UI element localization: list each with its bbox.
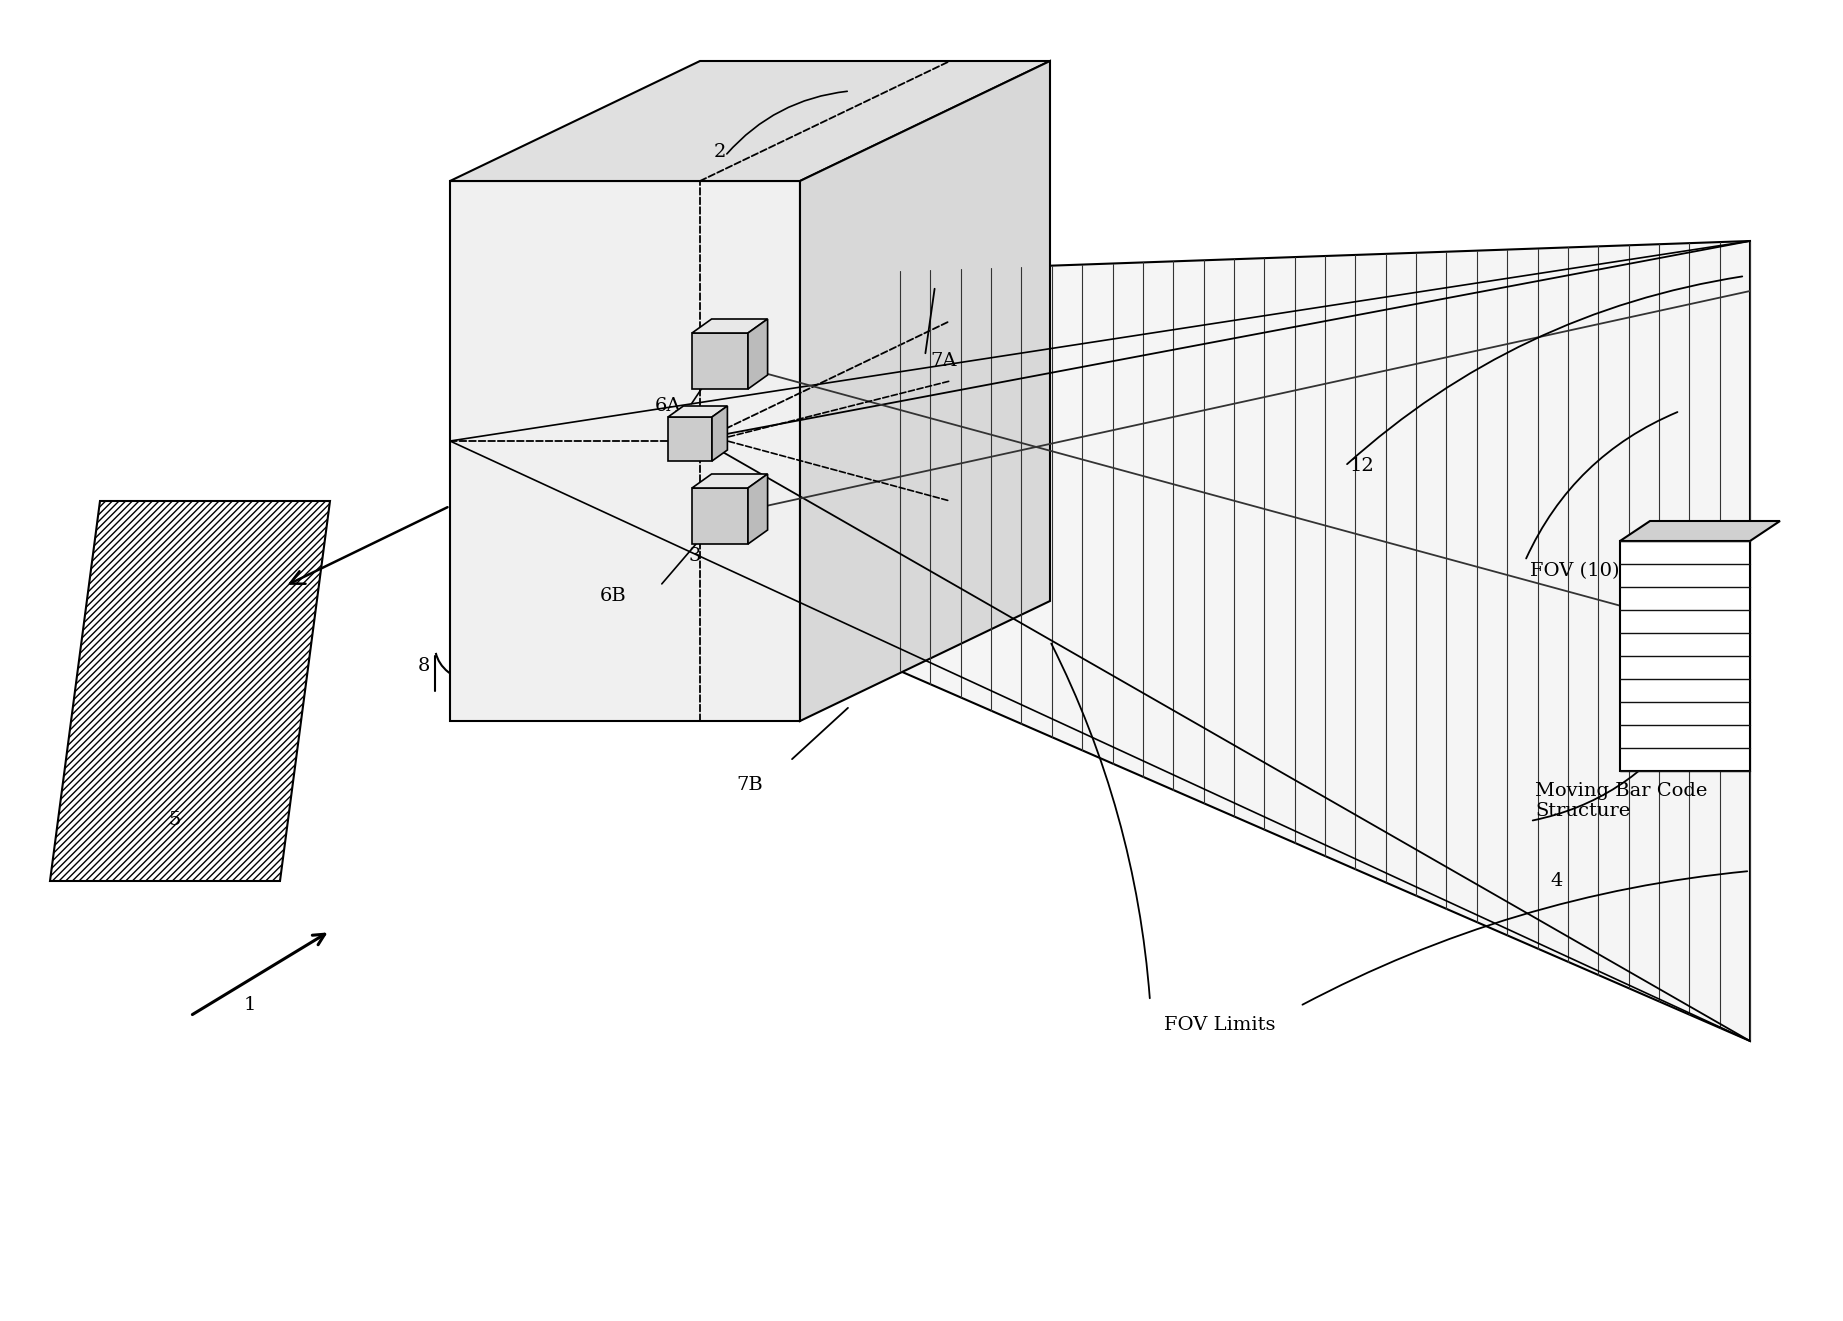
- Polygon shape: [667, 406, 728, 417]
- Polygon shape: [691, 318, 767, 333]
- Text: 6B: 6B: [601, 587, 627, 605]
- Text: 6A: 6A: [654, 398, 682, 415]
- Text: 7A: 7A: [931, 351, 957, 370]
- Text: FOV Limits: FOV Limits: [1165, 1016, 1275, 1034]
- Polygon shape: [800, 61, 1051, 721]
- Polygon shape: [50, 501, 330, 881]
- Text: 8: 8: [418, 657, 429, 675]
- Text: 2: 2: [713, 143, 726, 161]
- Polygon shape: [899, 240, 1751, 1041]
- Text: 1: 1: [243, 996, 256, 1015]
- Polygon shape: [711, 406, 728, 461]
- Text: 4: 4: [1550, 872, 1563, 890]
- Polygon shape: [691, 487, 748, 544]
- Polygon shape: [667, 417, 711, 461]
- Polygon shape: [450, 181, 800, 721]
- Polygon shape: [1620, 520, 1780, 542]
- Polygon shape: [450, 61, 1051, 181]
- Text: 5: 5: [170, 811, 181, 830]
- Text: Moving Bar Code
Structure: Moving Bar Code Structure: [1535, 782, 1707, 820]
- Polygon shape: [691, 333, 748, 388]
- Text: 12: 12: [1351, 457, 1375, 476]
- Polygon shape: [691, 474, 767, 487]
- Text: FOV (10): FOV (10): [1530, 561, 1620, 580]
- Polygon shape: [748, 318, 767, 388]
- Text: 3: 3: [689, 547, 700, 565]
- Text: 7B: 7B: [737, 775, 763, 794]
- Polygon shape: [1620, 542, 1751, 771]
- Polygon shape: [748, 474, 767, 544]
